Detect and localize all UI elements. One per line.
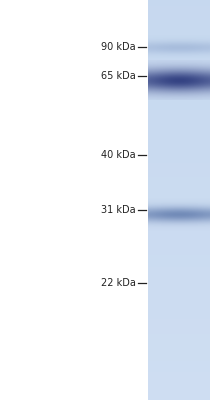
Text: 40 kDa: 40 kDa (101, 150, 136, 160)
Text: 90 kDa: 90 kDa (101, 42, 136, 52)
Text: 65 kDa: 65 kDa (101, 71, 136, 81)
Text: 22 kDa: 22 kDa (101, 278, 136, 288)
Text: 31 kDa: 31 kDa (101, 205, 136, 215)
